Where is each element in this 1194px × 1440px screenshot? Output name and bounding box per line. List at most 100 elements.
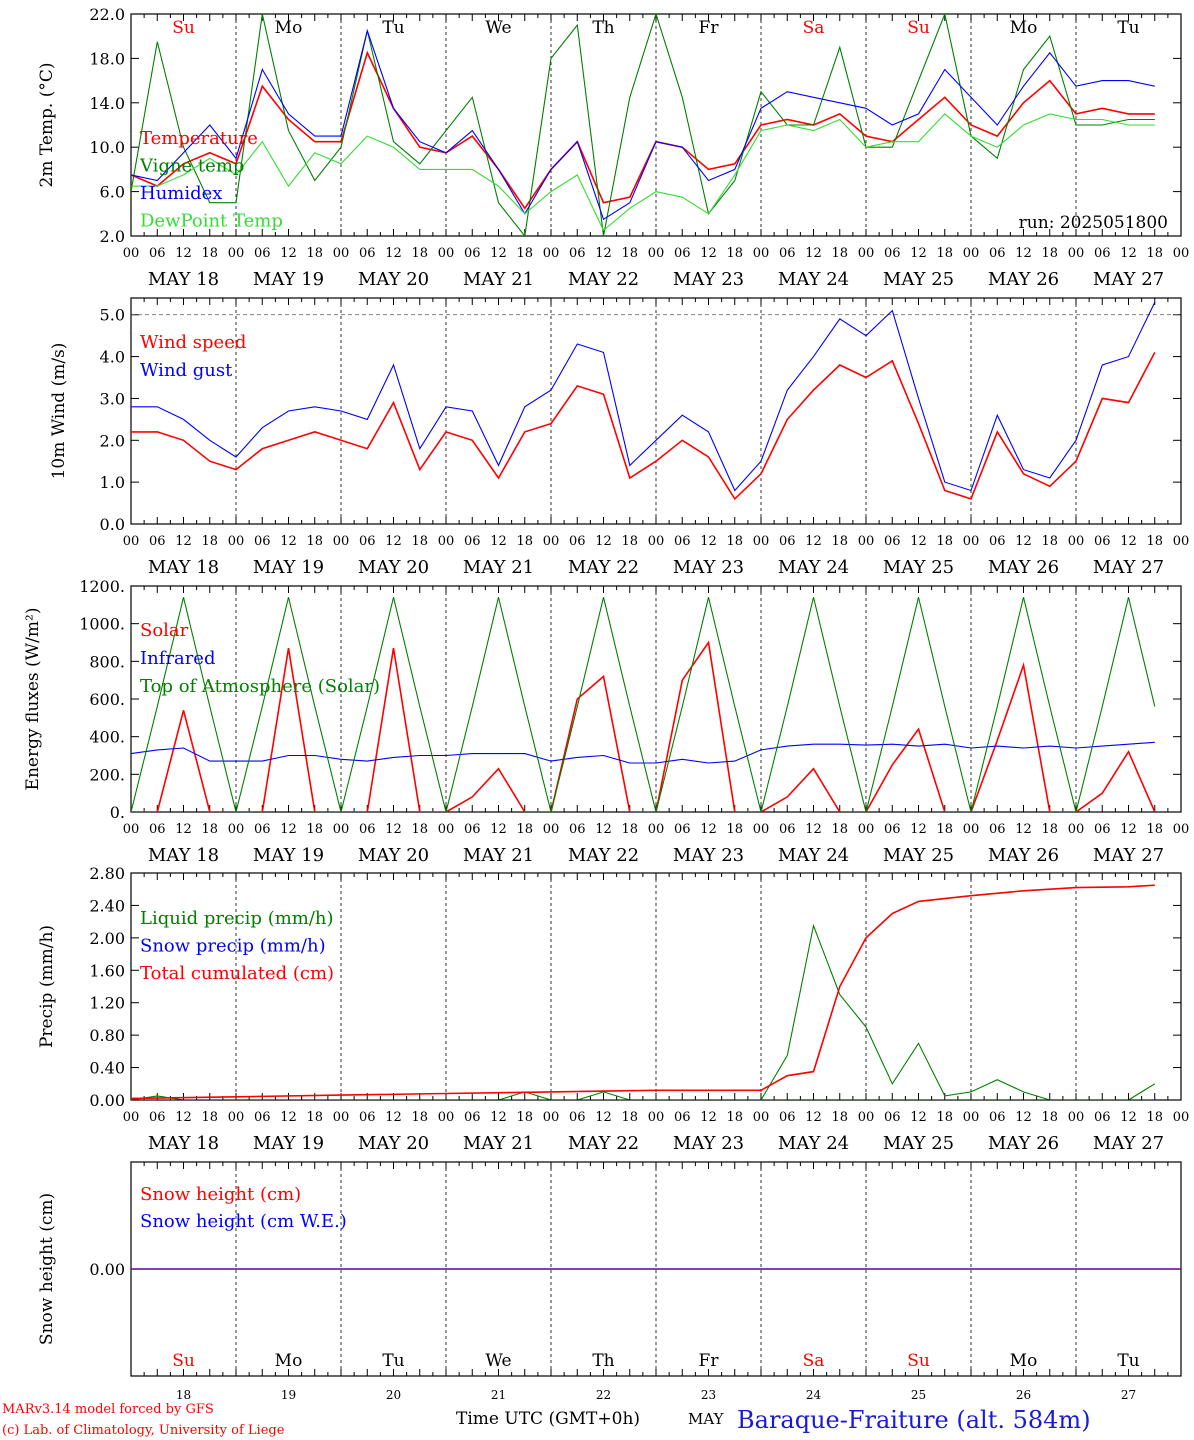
hour-label: 12 — [1120, 246, 1137, 261]
hour-label: 18 — [621, 246, 638, 261]
hour-label: 06 — [779, 822, 796, 837]
hour-label: 00 — [123, 822, 140, 837]
hour-label: 06 — [359, 246, 376, 261]
hour-label: 00 — [543, 246, 560, 261]
date-label: MAY 19 — [253, 1133, 324, 1154]
hour-label: 06 — [359, 1110, 376, 1125]
hour-label: 18 — [201, 1110, 218, 1125]
hour-label: 06 — [254, 822, 271, 837]
date-label: MAY 24 — [778, 845, 849, 866]
panel-4: 0.00 0.40 0.80 1.20 1.60 2.00 2.40 2.80 Precip (… — [37, 864, 1189, 1154]
hour-label: 00 — [333, 1110, 350, 1125]
hour-label: 00 — [123, 246, 140, 261]
y-tick-label: 600. — [89, 690, 125, 709]
legend-entry: Snow height (cm W.E.) — [140, 1211, 347, 1232]
hour-label: 00 — [1173, 246, 1190, 261]
hour-label: 00 — [858, 534, 875, 549]
hour-label: 06 — [1094, 822, 1111, 837]
day-name: Th — [592, 18, 614, 38]
y-tick-label: 2.00 — [89, 929, 125, 948]
hour-labels: 00 06 12 18 00 06 12 18 00 06 12 18 00 06 12 18 00 06 12 18… — [123, 1110, 1190, 1125]
date-label: MAY 18 — [148, 269, 219, 290]
hour-label: 18 — [1146, 1110, 1163, 1125]
hour-label: 00 — [963, 822, 980, 837]
day-name: Su — [907, 18, 930, 38]
hour-label: 12 — [490, 822, 507, 837]
hour-label: 06 — [464, 1110, 481, 1125]
time-ticks — [130, 873, 1182, 1100]
hour-label: 18 — [516, 1110, 533, 1125]
hour-label: 06 — [1094, 1110, 1111, 1125]
hour-label: 00 — [858, 822, 875, 837]
date-label: MAY 21 — [463, 557, 534, 578]
hour-label: 18 — [1146, 822, 1163, 837]
date-label: MAY 26 — [988, 269, 1059, 290]
hour-label: 12 — [280, 1110, 297, 1125]
hour-label: 12 — [805, 1110, 822, 1125]
y-tick-label: 0. — [110, 803, 125, 822]
day-number: 22 — [596, 1388, 611, 1402]
hour-label: 18 — [621, 1110, 638, 1125]
hour-label: 12 — [595, 534, 612, 549]
hour-label: 00 — [228, 534, 245, 549]
legend-entry: Snow height (cm) — [140, 1184, 301, 1205]
day-name: We — [485, 18, 511, 38]
hour-label: 12 — [910, 246, 927, 261]
panel-1: 2.0 6.0 10.0 14.0 18.0 22.0 2m Temp. (°C) Tempe… — [37, 5, 1189, 290]
lab-credit: (c) Lab. of Climatology, University of L… — [2, 1423, 285, 1438]
hour-label: 12 — [1120, 1110, 1137, 1125]
hour-label: 18 — [726, 822, 743, 837]
series-line-wind-speed — [131, 352, 1156, 501]
hour-label: 06 — [254, 1110, 271, 1125]
station-label: Baraque-Fraiture (alt. 584m) — [737, 1406, 1091, 1434]
hour-label: 06 — [674, 246, 691, 261]
date-label: MAY 22 — [568, 1133, 639, 1154]
hour-label: 12 — [700, 822, 717, 837]
hour-label: 06 — [464, 534, 481, 549]
hour-label: 00 — [1068, 534, 1085, 549]
hour-label: 00 — [543, 822, 560, 837]
date-label: MAY 27 — [1093, 269, 1164, 290]
hour-label: 18 — [1146, 246, 1163, 261]
time-ticks — [130, 298, 1182, 524]
series-line-wind-gust — [131, 301, 1156, 492]
hour-label: 18 — [726, 246, 743, 261]
y-axis-title: Energy fluxes (W/m²) — [23, 608, 43, 791]
hour-label: 12 — [175, 534, 192, 549]
hour-label: 12 — [175, 246, 192, 261]
day-name: Sa — [803, 18, 825, 38]
hour-label: 06 — [989, 1110, 1006, 1125]
date-label: MAY 18 — [148, 845, 219, 866]
y-axis-title: 2m Temp. (°C) — [37, 62, 57, 187]
hour-label: 12 — [385, 534, 402, 549]
hour-label: 06 — [779, 534, 796, 549]
hour-label: 00 — [333, 246, 350, 261]
hour-label: 18 — [201, 822, 218, 837]
hour-label: 06 — [464, 246, 481, 261]
hour-label: 12 — [910, 534, 927, 549]
hour-label: 00 — [438, 822, 455, 837]
date-label: MAY 18 — [148, 557, 219, 578]
hour-label: 00 — [543, 1110, 560, 1125]
series-line-liquid-precip-mm-h- — [131, 923, 1156, 1100]
y-tick-label: 5.0 — [100, 306, 125, 325]
series-line-vigne-temp — [131, 14, 1155, 236]
hour-label: 06 — [254, 534, 271, 549]
y-tick-label: 1.20 — [89, 994, 125, 1013]
hour-label: 12 — [910, 822, 927, 837]
hour-label: 18 — [1041, 822, 1058, 837]
hour-label: 06 — [1094, 534, 1111, 549]
day-name: Tu — [382, 1351, 404, 1371]
hour-label: 18 — [411, 822, 428, 837]
hour-label: 18 — [726, 534, 743, 549]
hour-label: 12 — [280, 534, 297, 549]
hour-label: 18 — [516, 534, 533, 549]
hour-label: 00 — [753, 246, 770, 261]
day-number: 27 — [1121, 1388, 1136, 1402]
y-tick-label: 1000. — [79, 615, 125, 634]
day-number: 18 — [176, 1388, 191, 1402]
legend-entry: Solar — [140, 620, 189, 641]
hour-label: 12 — [490, 1110, 507, 1125]
hour-label: 12 — [595, 246, 612, 261]
hour-label: 00 — [1173, 534, 1190, 549]
